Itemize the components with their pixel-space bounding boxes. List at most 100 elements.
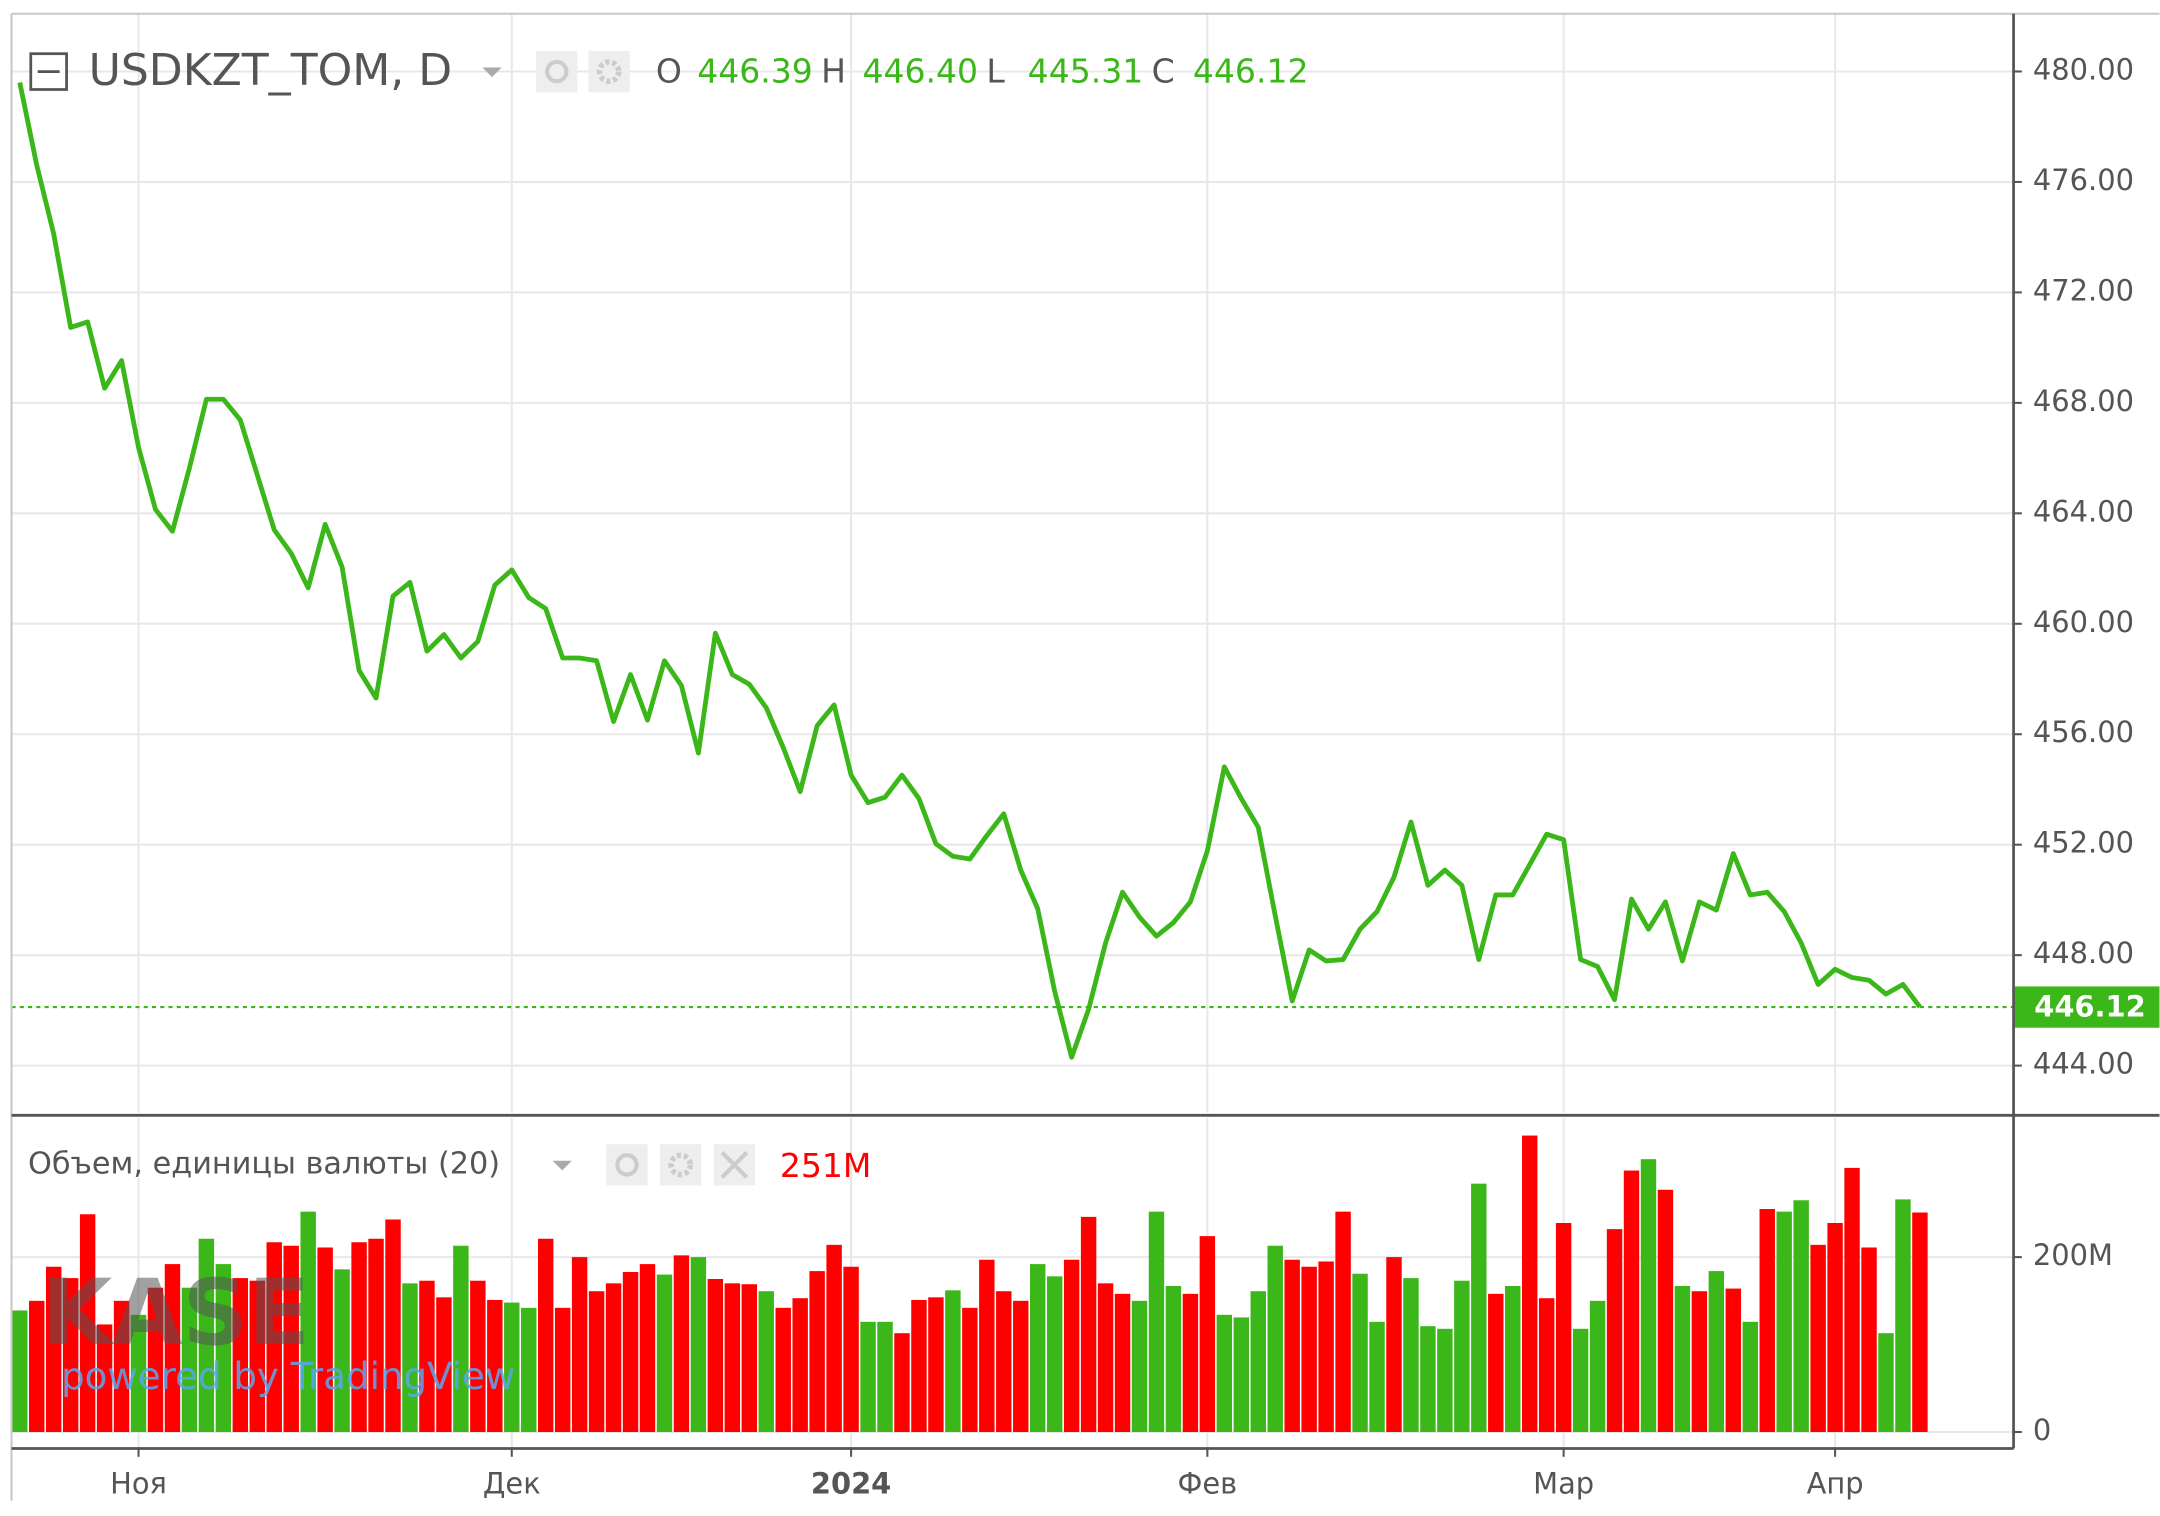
volume-bar xyxy=(1691,1291,1708,1433)
dropdown-arrow[interactable] xyxy=(552,1160,572,1171)
x-tick-label: Фев xyxy=(1178,1467,1238,1501)
settings-button[interactable] xyxy=(588,50,630,93)
volume-bar xyxy=(741,1284,758,1433)
volume-bar xyxy=(1403,1278,1419,1433)
volume-bar xyxy=(62,1278,79,1433)
volume-bar xyxy=(29,1300,45,1433)
ohlc: O 446.39 H 446.40 L 445.31 C 446.12 xyxy=(656,51,1309,90)
volume-bar xyxy=(181,1287,198,1433)
volume-bar xyxy=(1810,1244,1826,1433)
volume-bar xyxy=(45,1266,62,1433)
volume-bar xyxy=(1114,1293,1131,1433)
y-tick-label: 460.00 xyxy=(2033,605,2134,639)
volume-bar xyxy=(1742,1321,1758,1433)
volume-bar xyxy=(1725,1288,1742,1433)
volume-bar xyxy=(1674,1285,1691,1433)
dropdown-arrow[interactable] xyxy=(482,67,502,78)
volume-bar xyxy=(113,1300,130,1433)
close-icon xyxy=(720,1151,749,1179)
volume-bar xyxy=(1046,1276,1063,1433)
volume-bar xyxy=(1776,1211,1792,1433)
volume-bar xyxy=(334,1269,350,1433)
volume-bar xyxy=(317,1247,333,1433)
y-tick-label: 476.00 xyxy=(2033,163,2134,197)
x-tick-label: Ноя xyxy=(110,1467,167,1501)
volume-bar xyxy=(130,1314,147,1433)
volume-bar xyxy=(656,1274,673,1433)
volume-bar xyxy=(673,1255,690,1433)
volume-bar xyxy=(385,1219,401,1433)
ohlc-key: H xyxy=(821,51,846,90)
volume-bar xyxy=(368,1238,384,1433)
volume-bar xyxy=(215,1264,232,1433)
volume-bar xyxy=(198,1238,215,1433)
ohlc-value: 446.12 xyxy=(1193,51,1309,90)
volume-bar xyxy=(690,1257,707,1433)
volume-bar xyxy=(1097,1283,1114,1433)
volume-bar xyxy=(1318,1261,1334,1433)
y-tick-label: 480.00 xyxy=(2033,52,2134,86)
volume-bar xyxy=(928,1297,944,1433)
ohlc-key: L xyxy=(986,51,1005,90)
volume-title: Объем, единицы валюты (20) xyxy=(28,1146,500,1181)
ohlc-value: 446.40 xyxy=(862,51,978,90)
volume-bar xyxy=(1606,1229,1623,1433)
x-tick-label: Апр xyxy=(1807,1467,1864,1501)
volume-bar xyxy=(979,1259,995,1433)
volume-bar xyxy=(962,1307,978,1433)
volume-bar xyxy=(775,1307,791,1433)
volume-bar xyxy=(1301,1266,1317,1433)
y-tick-label: 0 xyxy=(2033,1413,2051,1447)
volume-bar xyxy=(1029,1264,1046,1433)
volume-bar xyxy=(996,1291,1012,1433)
volume-bar xyxy=(436,1297,452,1433)
gear-icon xyxy=(668,1152,694,1178)
legend: USDKZT_TOM, D O 446.39 H 446.40 L 445.31 C 446.… xyxy=(28,45,1308,1186)
volume-bar xyxy=(1522,1135,1538,1433)
volume-bar xyxy=(1080,1216,1097,1433)
volume-bar xyxy=(758,1291,774,1433)
volume-bar xyxy=(249,1280,265,1433)
eye-button[interactable] xyxy=(606,1144,648,1186)
volume-bar xyxy=(1216,1314,1233,1433)
volume-bar xyxy=(860,1321,876,1433)
volume-bar xyxy=(1793,1200,1809,1433)
volume-bar xyxy=(402,1283,418,1433)
volume-bar xyxy=(1437,1328,1453,1433)
volume-bar xyxy=(283,1245,299,1433)
volume-bar xyxy=(843,1266,859,1433)
volume-bar xyxy=(605,1283,622,1433)
volume-bar xyxy=(419,1280,435,1433)
volume-bar xyxy=(1488,1293,1504,1433)
settings-button[interactable] xyxy=(660,1144,702,1186)
volume-bar xyxy=(147,1287,164,1433)
volume-bar xyxy=(1912,1212,1928,1433)
volume-bar xyxy=(911,1299,927,1433)
volume-bar xyxy=(453,1245,469,1433)
volume-bar xyxy=(1657,1189,1674,1433)
volume-bar xyxy=(487,1299,503,1433)
y-tick-label: 456.00 xyxy=(2033,715,2134,749)
volume-bar xyxy=(1352,1273,1368,1433)
volume-bar xyxy=(351,1242,367,1433)
price-line xyxy=(17,82,1922,1060)
volume-bar xyxy=(1182,1293,1199,1433)
eye-button[interactable] xyxy=(536,50,578,93)
x-tick-label: 2024 xyxy=(811,1467,891,1501)
volume-bar xyxy=(1148,1211,1165,1433)
x-tick-label: Дек xyxy=(483,1467,541,1501)
volume-bar xyxy=(792,1298,808,1433)
volume-bar xyxy=(1233,1317,1250,1433)
volume-bar xyxy=(809,1271,825,1433)
volume-bar xyxy=(1284,1259,1300,1433)
volume-bar xyxy=(1861,1247,1877,1433)
volume-bar xyxy=(554,1307,571,1433)
volume-value: 251M xyxy=(780,1146,872,1185)
y-tick-label: 448.00 xyxy=(2033,936,2134,970)
volume-bar xyxy=(1369,1321,1385,1433)
eye-icon xyxy=(545,59,569,84)
volume-bar xyxy=(164,1264,181,1433)
